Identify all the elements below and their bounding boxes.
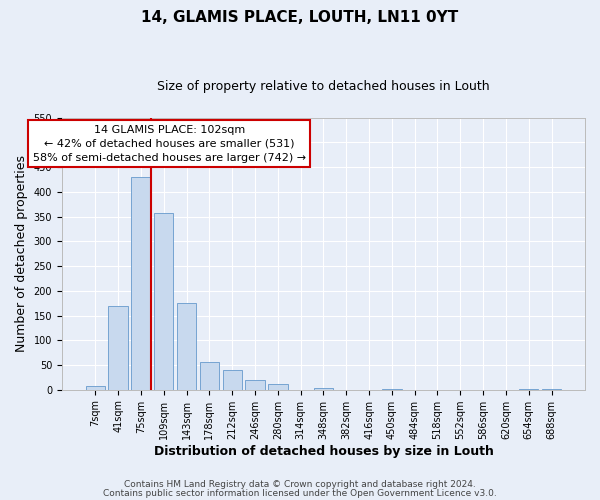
Bar bbox=[86, 386, 105, 390]
Bar bbox=[109, 306, 128, 390]
Text: Contains public sector information licensed under the Open Government Licence v3: Contains public sector information licen… bbox=[103, 488, 497, 498]
Bar bbox=[200, 362, 219, 390]
Bar bbox=[268, 384, 287, 390]
X-axis label: Distribution of detached houses by size in Louth: Distribution of detached houses by size … bbox=[154, 444, 493, 458]
Text: Contains HM Land Registry data © Crown copyright and database right 2024.: Contains HM Land Registry data © Crown c… bbox=[124, 480, 476, 489]
Bar bbox=[177, 303, 196, 390]
Bar bbox=[245, 380, 265, 390]
Text: 14 GLAMIS PLACE: 102sqm
← 42% of detached houses are smaller (531)
58% of semi-d: 14 GLAMIS PLACE: 102sqm ← 42% of detache… bbox=[32, 124, 306, 162]
Title: Size of property relative to detached houses in Louth: Size of property relative to detached ho… bbox=[157, 80, 490, 93]
Text: 14, GLAMIS PLACE, LOUTH, LN11 0YT: 14, GLAMIS PLACE, LOUTH, LN11 0YT bbox=[142, 10, 458, 25]
Y-axis label: Number of detached properties: Number of detached properties bbox=[15, 155, 28, 352]
Bar bbox=[314, 388, 333, 390]
Bar bbox=[131, 177, 151, 390]
Bar bbox=[154, 213, 173, 390]
Bar bbox=[223, 370, 242, 390]
